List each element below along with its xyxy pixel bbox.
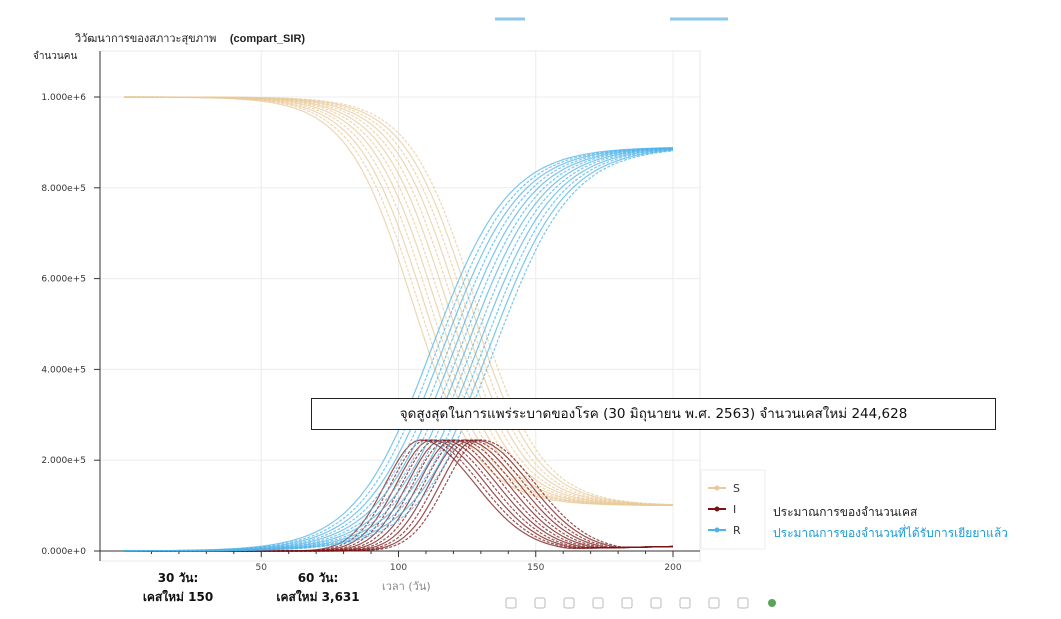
- y-axis-label: จำนวนคน: [33, 51, 78, 62]
- series-line-r: [124, 150, 674, 552]
- logo-icon: [768, 599, 776, 607]
- toolbar: [505, 597, 776, 609]
- plot-area: [99, 50, 701, 562]
- peak-annotation: จุดสูงสุดในการแพร่ระบาดของโรค (30 มิถุนา…: [311, 398, 996, 430]
- legend-swatch-dot: [714, 506, 720, 512]
- reset-icon: [650, 597, 662, 609]
- x-tick-label: 50: [256, 563, 268, 573]
- wheel-icon: [621, 597, 633, 609]
- legend-label: I: [733, 503, 736, 516]
- hover-icon: [737, 597, 749, 609]
- save-icon: [679, 597, 691, 609]
- grid-lines: [100, 51, 700, 561]
- title-text: วิวัฒนาการของสภาวะสุขภาพ: [75, 32, 217, 45]
- series-lines: [123, 96, 674, 552]
- help-icon: [708, 597, 720, 609]
- x-tick-label: 200: [664, 563, 681, 573]
- day30-line1: 30 วัน:: [157, 571, 199, 585]
- day60-line1: 60 วัน:: [297, 571, 339, 585]
- x-tick-label: 150: [527, 563, 544, 573]
- legend-label: S: [733, 482, 740, 495]
- x-axis-label: เวลา (วัน): [382, 580, 431, 593]
- box-zoom-icon: [592, 597, 604, 609]
- legend-desc-s: ประมาณการของจำนวนเคส: [773, 505, 918, 519]
- day30-line2: เคสใหม่ 150: [142, 590, 214, 604]
- x-tick-label: 100: [390, 563, 407, 573]
- plus-icon: [505, 597, 517, 609]
- day60-line2: เคสใหม่ 3,631: [276, 590, 360, 604]
- legend: SIR: [700, 469, 766, 550]
- day60-note: 60 วัน: เคสใหม่ 3,631: [270, 569, 366, 607]
- chart-title: วิวัฒนาการของสภาวะสุขภาพ (compart_SIR): [75, 29, 305, 47]
- y-tick-label: 2.000e+5: [41, 456, 86, 466]
- y-tick-label: 8.000e+5: [41, 184, 86, 194]
- series-line-s: [124, 96, 674, 506]
- y-tick-label: 0.000e+0: [41, 547, 86, 557]
- legend-swatch-dot: [714, 485, 720, 491]
- legend-swatch-dot: [714, 527, 720, 533]
- pan-icon: [534, 597, 546, 609]
- subtitle-text: (compart_SIR): [229, 33, 306, 45]
- y-tick-label: 6.000e+5: [41, 275, 86, 285]
- y-tick-label: 4.000e+5: [41, 365, 86, 375]
- legend-desc-r: ประมาณการของจำนวนที่ได้รับการเยียยาแล้ว: [773, 526, 1008, 540]
- legend-label: R: [733, 524, 741, 537]
- y-tick-label: 1.000e+6: [41, 93, 86, 103]
- zoom-icon: [563, 597, 575, 609]
- day30-note: 30 วัน: เคสใหม่ 150: [130, 569, 226, 607]
